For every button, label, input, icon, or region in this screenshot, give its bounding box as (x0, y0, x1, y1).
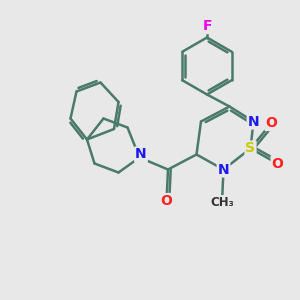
Text: O: O (160, 194, 172, 208)
Text: F: F (202, 19, 212, 33)
Text: N: N (135, 148, 147, 161)
Text: CH₃: CH₃ (210, 196, 234, 209)
Text: O: O (266, 116, 278, 130)
Text: N: N (248, 115, 259, 128)
Text: O: O (272, 157, 284, 170)
Text: S: S (245, 142, 256, 155)
Text: N: N (218, 163, 229, 176)
